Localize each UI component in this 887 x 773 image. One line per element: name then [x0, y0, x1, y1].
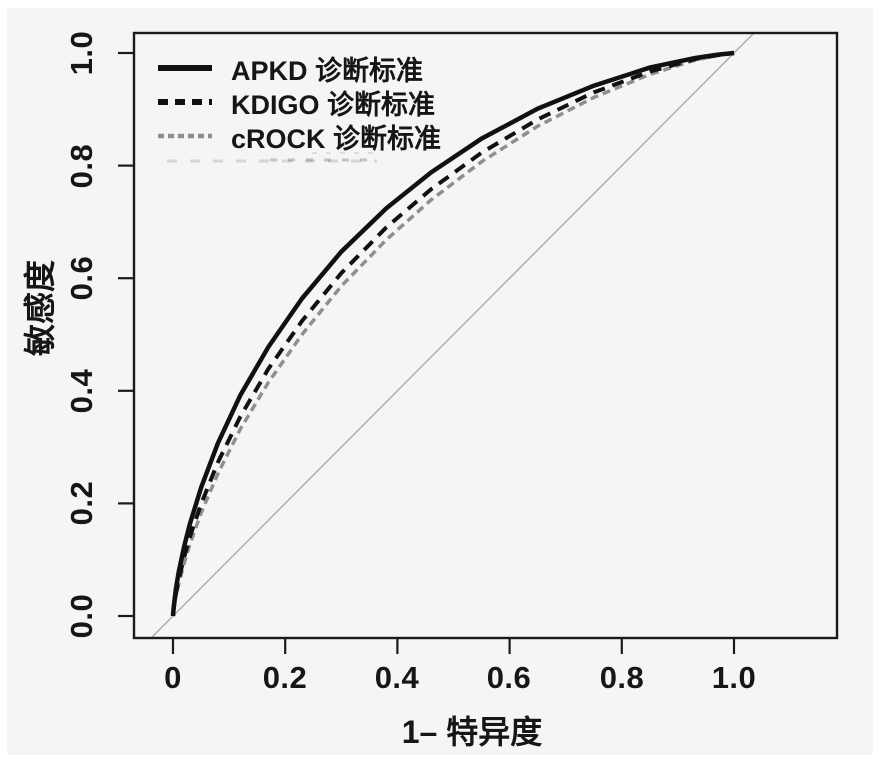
- roc-curve-apkd: [170, 50, 735, 617]
- legend-item-apkd: APKD 诊断标准: [157, 51, 441, 86]
- crock-line-sample-icon: [158, 133, 212, 139]
- legend-item-crock: cROCK 诊断标准: [157, 119, 442, 154]
- legend-item-kdigo: KDIGO 诊断标准: [157, 85, 441, 120]
- legend-ghost-row: [167, 152, 380, 163]
- kdigo-line-sample-icon: [158, 99, 212, 105]
- x-tick-label-0.8: 0.8: [599, 660, 645, 695]
- legend: APKD 诊断标准 KDIGO 诊断标准 cROCK 诊断标准: [157, 51, 442, 154]
- x-tick-label-0.6: 0.6: [486, 660, 532, 695]
- figure-panel: 0.0 0.2 0.4 0.6 0.8 1.0 0 0.2 0.4 0.6 0.…: [7, 8, 873, 755]
- legend-label-apkd: APKD 诊断标准: [231, 55, 424, 86]
- chance-diagonal: [150, 32, 755, 639]
- y-tick-label-0.0: 0.0: [64, 593, 99, 639]
- roc-curve-crock: [171, 51, 735, 617]
- y-tick-label-1.0: 1.0: [64, 30, 99, 76]
- x-axis-title: 1– 特异度: [401, 714, 543, 750]
- x-tick-label-0: 0: [164, 660, 182, 695]
- x-tick-label-0.4: 0.4: [374, 660, 420, 695]
- y-tick-label-0.4: 0.4: [64, 368, 99, 414]
- y-tick-label-0.6: 0.6: [64, 255, 99, 301]
- y-tick-label-0.8: 0.8: [64, 143, 99, 189]
- roc-plot-canvas: [118, 31, 839, 654]
- legend-label-crock: cROCK 诊断标准: [231, 123, 442, 154]
- legend-label-kdigo: KDIGO 诊断标准: [231, 89, 436, 120]
- y-tick-label-0.2: 0.2: [64, 480, 99, 526]
- y-axis-title: 敏感度: [22, 260, 58, 357]
- apkd-line-sample-icon: [158, 65, 212, 71]
- x-tick-label-0.2: 0.2: [262, 660, 308, 695]
- x-tick-label-1.0: 1.0: [711, 660, 757, 695]
- plot-box: [132, 31, 839, 640]
